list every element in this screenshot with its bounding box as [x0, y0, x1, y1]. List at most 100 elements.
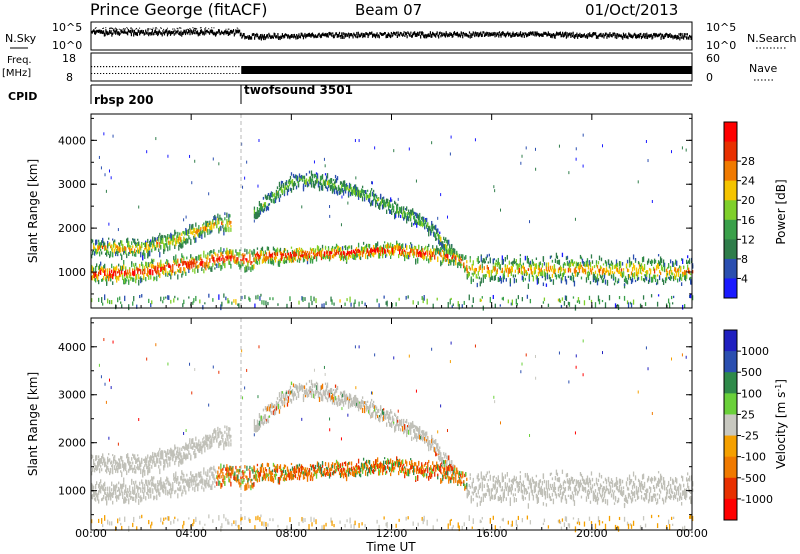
noise-mark — [178, 31, 181, 36]
velocity-scatter-mark — [117, 467, 119, 472]
power-scatter-mark — [198, 233, 200, 238]
velocity-scatter-mark — [246, 465, 248, 471]
power-noise-speck — [440, 193, 442, 197]
power-scatter-mark — [181, 273, 183, 278]
power-scatter-mark — [186, 229, 188, 236]
noise-mark — [633, 33, 635, 36]
power-scatter-mark — [303, 255, 306, 259]
velocity-scatter-mark — [123, 463, 125, 470]
velocity-scatter-mark — [247, 480, 249, 483]
velocity-scatter-mark — [92, 469, 94, 472]
power-scatter-mark — [117, 271, 119, 274]
power-scatter-mark — [556, 260, 559, 264]
power-scatter-mark — [238, 252, 240, 258]
freq-mark — [142, 73, 144, 74]
velocity-scatter-mark — [215, 471, 217, 474]
power-scatter-mark — [362, 250, 365, 254]
noise-mark — [122, 30, 124, 34]
power-scatter-mark — [395, 212, 397, 218]
power-scatter-mark — [576, 262, 579, 266]
power-scatter-mark — [180, 267, 182, 274]
noise-mark — [444, 32, 446, 37]
power-scatter-mark — [317, 246, 320, 253]
power-scatter-mark — [101, 251, 103, 255]
power-scatter-mark — [479, 266, 481, 271]
noise-mark — [245, 35, 247, 39]
power-scatter-mark — [140, 269, 142, 275]
power-scatter-mark — [181, 243, 183, 249]
power-scatter-mark — [400, 253, 402, 257]
power-scatter-mark — [670, 295, 673, 300]
power-scatter-mark — [180, 258, 182, 264]
power-scatter-mark — [346, 186, 349, 190]
power-scatter-mark — [505, 269, 507, 273]
power-scatter-mark — [541, 263, 544, 268]
power-scatter-mark — [413, 249, 415, 255]
power-scatter-mark — [292, 251, 295, 257]
noise-mark — [187, 29, 190, 34]
velocity-scatter-mark — [128, 456, 130, 463]
velocity-scatter-mark — [163, 459, 165, 465]
power-scatter-mark — [364, 245, 367, 248]
velocity-scatter-mark — [106, 501, 108, 506]
power-scatter-mark — [193, 229, 195, 233]
noise-mark — [232, 29, 235, 32]
power-scatter-mark — [377, 254, 380, 259]
noise-mark — [359, 34, 362, 38]
power-scatter-mark — [120, 253, 122, 256]
power-scatter-mark — [483, 258, 485, 264]
power-scatter-mark — [560, 266, 563, 272]
noise-mark — [253, 33, 255, 36]
velocity-scatter-mark — [185, 480, 187, 484]
noise-search-mark — [124, 28, 126, 30]
power-scatter-mark — [258, 254, 261, 261]
power-scatter-mark — [280, 253, 283, 260]
power-scatter-mark — [533, 263, 536, 266]
velocity-scatter-mark — [178, 460, 180, 467]
power-scatter-mark — [194, 227, 196, 234]
noise-mark — [293, 33, 296, 37]
noise-mark — [411, 34, 413, 38]
noise-mark — [432, 31, 434, 35]
noise-mark — [271, 36, 273, 39]
velocity-scatter-mark — [188, 450, 190, 455]
velocity-scatter-mark — [159, 468, 161, 475]
power-scatter-mark — [92, 252, 94, 256]
power-scatter-mark — [256, 247, 259, 250]
velocity-scatter-mark — [158, 453, 160, 458]
power-scatter-mark — [538, 267, 541, 274]
power-scatter-mark — [268, 252, 271, 258]
noise-mark — [528, 32, 531, 36]
noise-mark — [657, 34, 659, 38]
power-scatter-mark — [534, 265, 537, 271]
noise-mark — [521, 33, 523, 38]
velocity-scatter-mark — [194, 442, 196, 448]
velocity-scatter-mark — [121, 471, 123, 478]
noise-mark — [147, 29, 149, 32]
noise-mark — [326, 33, 328, 38]
velocity-scatter-mark — [134, 483, 136, 490]
noise-mark — [449, 31, 451, 35]
power-scatter-mark — [419, 220, 421, 226]
velocity-scatter-mark — [115, 460, 117, 466]
velocity-scatter-mark — [104, 463, 106, 468]
power-scatter-mark — [107, 298, 109, 304]
noise-mark — [619, 34, 622, 38]
power-scatter-mark — [482, 258, 484, 263]
power-scatter-mark — [222, 220, 224, 223]
power-scatter-mark — [478, 266, 480, 272]
power-scatter-mark — [103, 268, 105, 273]
power-scatter-mark — [622, 268, 625, 271]
power-scatter-mark — [577, 272, 580, 275]
power-scatter-mark — [321, 174, 324, 180]
power-scatter-mark — [198, 254, 200, 261]
power-scatter-mark — [419, 212, 421, 218]
power-scatter-mark — [586, 258, 589, 264]
power-scatter-mark — [162, 300, 164, 304]
power-scatter-mark — [428, 243, 430, 247]
noise-mark — [393, 32, 395, 35]
power-scatter-mark — [255, 211, 258, 215]
noise-mark — [362, 33, 365, 38]
power-scatter-mark — [272, 297, 274, 301]
noise-mark — [149, 32, 151, 35]
